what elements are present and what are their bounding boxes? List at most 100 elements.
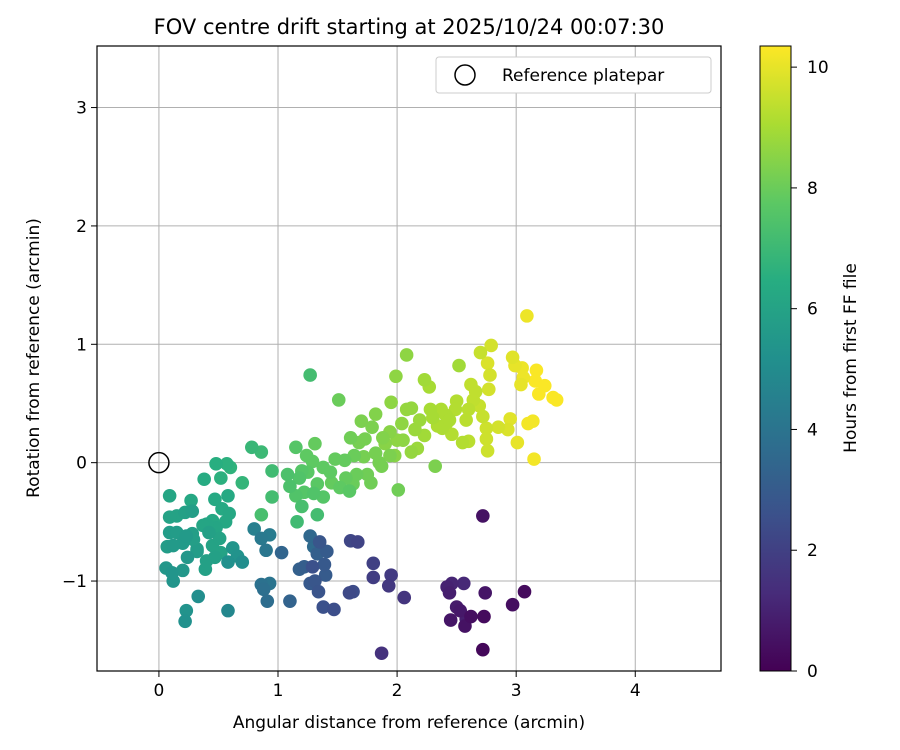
scatter-point: [374, 459, 389, 474]
scatter-point: [358, 432, 372, 446]
scatter-point: [461, 402, 476, 417]
scatter-point: [526, 414, 540, 429]
scatter-point: [491, 420, 506, 434]
scatter-point: [166, 538, 181, 553]
scatter-point: [456, 576, 471, 591]
scatter-point: [209, 457, 223, 471]
scatter-point: [208, 492, 222, 507]
scatter-point: [442, 413, 457, 427]
scatter-point: [342, 586, 357, 600]
scatter-point: [505, 597, 520, 612]
colorbar-tick-label: 8: [807, 179, 818, 199]
scatter-point: [484, 338, 498, 353]
scatter-point: [428, 459, 442, 474]
scatter-point: [316, 600, 331, 614]
scatter-point: [283, 479, 297, 494]
scatter-point: [308, 436, 322, 451]
scatter-point: [185, 504, 200, 518]
scatter-point: [191, 589, 206, 604]
scatter-point: [366, 556, 381, 571]
colorbar-tick-label: 0: [807, 662, 818, 682]
legend: Reference platepar: [435, 56, 712, 94]
scatter-point: [505, 350, 520, 365]
x-tick-label: 2: [392, 681, 403, 701]
colorbar-ticks: 0 2 4 6 8 10: [791, 58, 829, 682]
colorbar-tick-label: 4: [807, 420, 818, 440]
scatter-point: [520, 309, 534, 323]
scatter-point: [318, 568, 333, 582]
scatter-point: [162, 510, 177, 524]
scatter-point: [459, 413, 473, 427]
scatter-point: [245, 440, 259, 455]
scatter-point: [537, 378, 552, 393]
scatter-point: [310, 507, 325, 522]
scatter-point: [483, 368, 497, 382]
scatter-point: [527, 452, 541, 466]
scatter-point: [214, 471, 228, 485]
x-axis-ticks: 0 1 2 3 4: [154, 671, 641, 701]
scatter-point: [308, 574, 322, 588]
scatter-point: [221, 489, 235, 503]
scatter-point: [366, 570, 381, 585]
colorbar-tick-label: 6: [807, 300, 818, 320]
scatter-point: [399, 348, 414, 362]
scatter-point: [404, 401, 419, 416]
scatter-point: [197, 472, 211, 487]
scatter-point: [510, 435, 525, 450]
scatter-point: [208, 550, 222, 565]
scatter-point: [479, 421, 494, 436]
grid-lines: [97, 46, 721, 671]
y-tick-label: 3: [76, 99, 87, 119]
scatter-point: [480, 444, 495, 458]
reference-marker: [148, 451, 170, 474]
scatter-point: [464, 609, 478, 624]
scatter-point: [184, 493, 198, 508]
colorbar-label: Hours from first FF file: [841, 263, 861, 453]
scatter-point: [327, 602, 341, 617]
scatter-point: [323, 465, 338, 479]
scatter-point: [292, 471, 307, 485]
scatter-point: [477, 609, 491, 624]
scatter-point: [305, 560, 320, 574]
scatter-point: [290, 515, 304, 529]
scatter-point: [364, 475, 378, 490]
scatter-point: [354, 414, 369, 429]
scatter-point: [265, 464, 279, 478]
scatter-point: [312, 535, 327, 549]
data-points: [159, 309, 564, 661]
scatter-point: [479, 432, 494, 446]
scatter-point: [303, 368, 317, 382]
scatter-point: [235, 555, 250, 569]
legend-label: Reference platepar: [502, 66, 664, 86]
y-tick-label: −1: [62, 572, 87, 592]
plot-frame: [96, 45, 722, 672]
x-tick-label: 3: [511, 681, 522, 701]
scatter-point: [396, 433, 410, 447]
scatter-point: [443, 613, 458, 627]
colorbar: 0 2 4 6 8 10 Hours from first FF file: [759, 45, 861, 682]
scatter-point: [468, 384, 483, 399]
scatter-point: [320, 544, 334, 559]
x-axis-label: Angular distance from reference (arcmin): [233, 713, 585, 733]
scatter-point: [529, 363, 544, 378]
scatter-point: [328, 452, 342, 466]
scatter-point: [259, 543, 273, 558]
scatter-point: [374, 646, 389, 661]
scatter-point: [247, 522, 261, 536]
scatter-point: [478, 586, 493, 600]
scatter-point: [503, 412, 518, 426]
scatter-point: [212, 531, 227, 546]
scatter-point: [376, 431, 390, 445]
scatter-point: [476, 409, 490, 424]
scatter-point: [280, 467, 295, 482]
scatter-point: [395, 416, 409, 431]
x-tick-label: 1: [273, 681, 284, 701]
scatter-point: [175, 563, 190, 578]
scatter-point: [179, 603, 194, 618]
scatter-point: [317, 557, 332, 572]
scatter-point: [404, 445, 419, 459]
scatter-point: [384, 568, 398, 582]
scatter-point: [455, 435, 470, 450]
scatter-point: [274, 545, 289, 560]
